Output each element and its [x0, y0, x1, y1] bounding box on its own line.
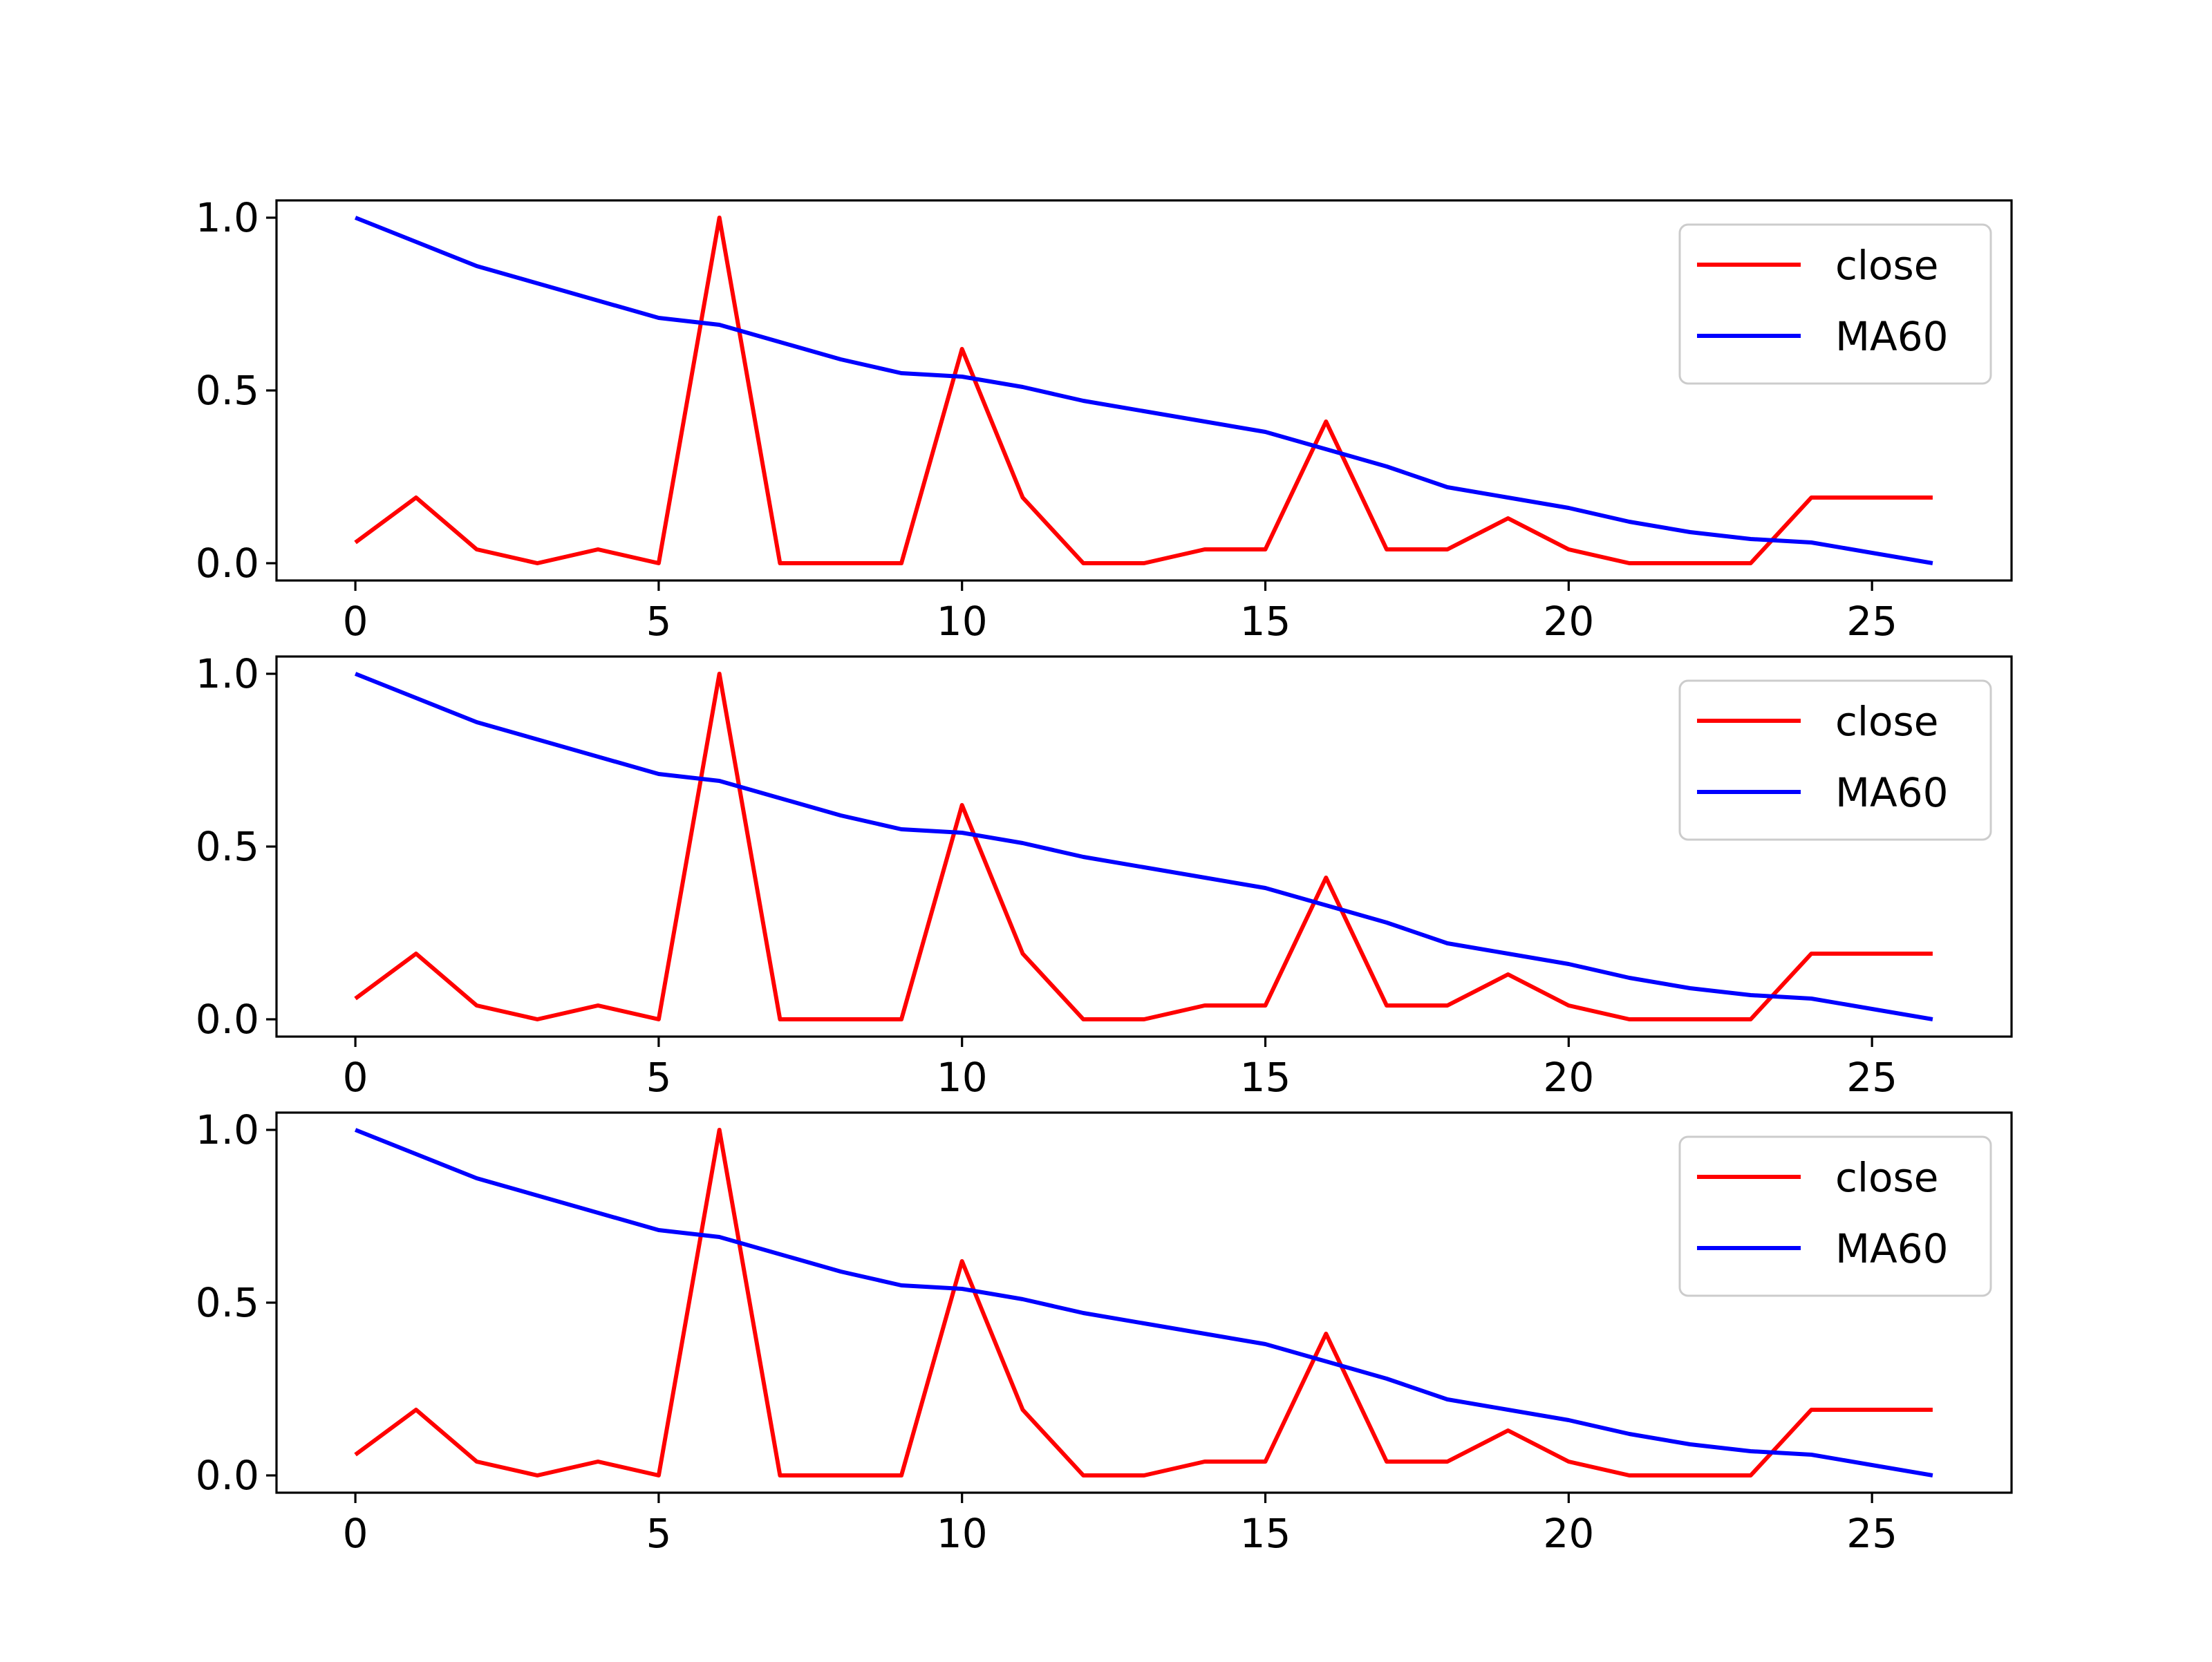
legend: close MA60 [1678, 223, 1992, 385]
legend: close MA60 [1678, 679, 1992, 841]
x-tick-label: 0 [343, 598, 368, 645]
x-tick-label: 20 [1543, 1510, 1594, 1557]
x-tick-label: 0 [343, 1510, 368, 1557]
y-tick-label: 1.0 [196, 650, 259, 697]
y-tick-label: 0.5 [196, 823, 259, 870]
legend-label-close: close [1835, 1154, 1938, 1201]
legend: close MA60 [1678, 1135, 1992, 1297]
axes-frame [275, 655, 2013, 1038]
x-tick-label: 20 [1543, 598, 1594, 645]
x-tick-label: 0 [343, 1054, 368, 1101]
axes-frame [275, 199, 2013, 582]
y-tick-label: 0.0 [196, 540, 259, 587]
subplot-3: 0 5 10 15 20 25 0.0 0.5 1.0 close MA60 [196, 1106, 2013, 1557]
legend-label-ma60: MA60 [1835, 769, 1949, 816]
x-tick-label: 25 [1846, 1510, 1897, 1557]
subplot-2: 0 5 10 15 20 25 0.0 0.5 1.0 close MA60 [196, 650, 2013, 1101]
subplot-1: 0 5 10 15 20 25 0.0 0.5 1.0 close MA60 [196, 194, 2013, 645]
y-tick-label: 1.0 [196, 194, 259, 241]
x-tick-label: 10 [937, 598, 988, 645]
x-tick-label: 15 [1240, 1510, 1291, 1557]
x-tick-label: 10 [937, 1054, 988, 1101]
legend-label-close: close [1835, 698, 1938, 745]
y-tick-label: 0.0 [196, 996, 259, 1043]
x-tick-label: 5 [646, 1510, 671, 1557]
series-line-close [354, 1128, 1933, 1477]
x-tick-label: 5 [646, 598, 671, 645]
legend-label-ma60: MA60 [1835, 313, 1949, 360]
x-tick-label: 5 [646, 1054, 671, 1101]
y-tick-label: 1.0 [196, 1106, 259, 1153]
x-tick-label: 25 [1846, 598, 1897, 645]
y-tick-label: 0.5 [196, 1279, 259, 1326]
series-line-close [354, 672, 1933, 1021]
series-line-ma60 [354, 216, 1933, 565]
series-line-close [354, 216, 1933, 565]
x-tick-label: 10 [937, 1510, 988, 1557]
x-tick-label: 15 [1240, 598, 1291, 645]
y-tick-label: 0.0 [196, 1452, 259, 1499]
y-tick-label: 0.5 [196, 367, 259, 414]
x-tick-label: 25 [1846, 1054, 1897, 1101]
legend-label-ma60: MA60 [1835, 1225, 1949, 1272]
x-tick-label: 15 [1240, 1054, 1291, 1101]
legend-label-close: close [1835, 242, 1938, 289]
series-line-ma60 [354, 672, 1933, 1021]
series-line-ma60 [354, 1128, 1933, 1477]
x-tick-label: 20 [1543, 1054, 1594, 1101]
axes-frame [275, 1111, 2013, 1494]
